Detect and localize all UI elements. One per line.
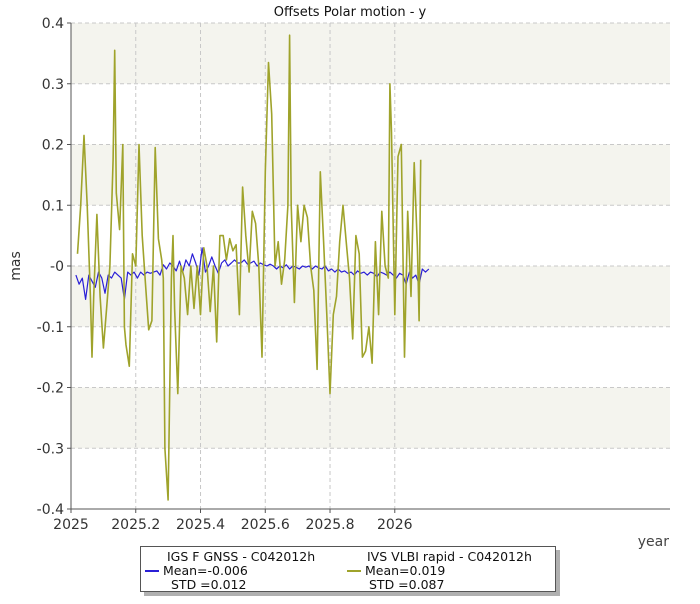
legend-std-vlbi: STD =0.087 — [369, 577, 445, 592]
y-tick-label: -0 — [50, 259, 64, 275]
legend-swatch-vlbi — [347, 570, 361, 572]
x-tick-label: 2025.8 — [306, 517, 355, 533]
plot-band — [71, 448, 670, 509]
series-line-vlbi — [76, 34, 422, 501]
x-tick-labels: 2025 2025.2 2025.4 2025.6 2025.8 2026 — [53, 517, 413, 533]
x-tick-label: 2025.6 — [241, 517, 290, 533]
plot-band — [71, 83, 670, 145]
x-tick-label: 2025.2 — [111, 517, 160, 533]
legend-mean-gnss: Mean=-0.006 — [163, 563, 248, 578]
y-tick-label: -0.1 — [37, 320, 64, 336]
legend-label-vlbi: IVS VLBI rapid - C042012h — [367, 549, 532, 564]
series-line-gnss — [75, 247, 430, 300]
y-tick-label: -0.3 — [37, 441, 64, 457]
y-axis-label: mas — [8, 251, 24, 281]
axes — [67, 22, 670, 513]
legend-label-gnss: IGS F GNSS - C042012h — [167, 549, 316, 564]
plot-band — [71, 387, 670, 449]
legend-mean-vlbi: Mean=0.019 — [365, 563, 446, 578]
y-tick-label: 0.1 — [42, 198, 64, 214]
plot-band — [71, 23, 670, 84]
plot-band — [71, 205, 670, 266]
legend-std-gnss: STD =0.012 — [171, 577, 247, 592]
plot-bands — [71, 23, 670, 509]
y-tick-label: 0.2 — [42, 138, 64, 154]
y-tick-label: 0.4 — [42, 16, 64, 32]
y-tick-labels: -0.4 -0.3 -0.2 -0.1 -0 0.1 0.2 0.3 0.4 — [37, 16, 64, 518]
plot-band — [71, 266, 670, 327]
y-tick-label: -0.4 — [37, 502, 64, 518]
x-tick-label: 2026 — [377, 517, 413, 533]
y-tick-label: 0.3 — [42, 77, 64, 93]
x-tick-label: 2025.4 — [176, 517, 225, 533]
x-axis-label: year — [638, 534, 669, 550]
chart-title: Offsets Polar motion - y — [274, 5, 427, 20]
legend: IGS F GNSS - C042012h Mean=-0.006 STD =0… — [140, 546, 556, 592]
y-tick-label: -0.2 — [37, 381, 64, 397]
plot-band — [71, 144, 670, 206]
x-tick-label: 2025 — [53, 517, 89, 533]
legend-swatch-gnss — [145, 570, 159, 572]
series-lines — [75, 34, 430, 501]
plot-band — [71, 326, 670, 388]
